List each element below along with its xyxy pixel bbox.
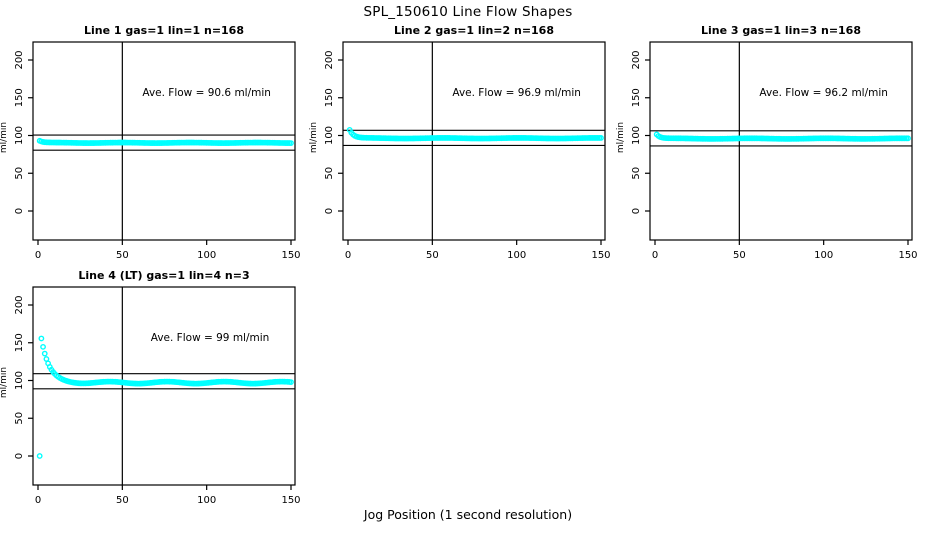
y-tick-label: 0 bbox=[631, 208, 642, 214]
x-tick-label: 0 bbox=[345, 250, 351, 261]
y-tick-label: 50 bbox=[14, 412, 25, 425]
y-tick-label: 0 bbox=[14, 453, 25, 459]
y-tick-label: 150 bbox=[631, 88, 642, 107]
x-tick-label: 150 bbox=[281, 495, 300, 506]
x-tick-label: 0 bbox=[35, 250, 41, 261]
x-tick-label: 50 bbox=[426, 250, 439, 261]
y-axis-unit-label: ml/min bbox=[0, 367, 9, 398]
ave-flow-annotation: Ave. Flow = 99 ml/min bbox=[151, 332, 270, 344]
y-tick-label: 100 bbox=[14, 126, 25, 145]
y-tick-label: 150 bbox=[14, 333, 25, 352]
subplot-title: Line 1 gas=1 lin=1 n=168 bbox=[84, 24, 244, 37]
y-tick-label: 100 bbox=[631, 126, 642, 145]
subplot-line3: 0 50 100 150 0 50 100 150 200 ml/min Line 3 gas=1 … bbox=[616, 24, 918, 261]
y-tick-label: 0 bbox=[324, 208, 335, 214]
y-tick-label: 50 bbox=[324, 167, 335, 180]
y-tick-label: 150 bbox=[324, 88, 335, 107]
subplot-title: Line 2 gas=1 lin=2 n=168 bbox=[394, 24, 554, 37]
data-point bbox=[38, 335, 45, 342]
data-point bbox=[598, 135, 604, 141]
data-point bbox=[36, 453, 43, 459]
x-tick-label: 100 bbox=[197, 495, 216, 506]
y-tick-label: 100 bbox=[14, 371, 25, 390]
y-axis-unit-label: ml/min bbox=[616, 122, 626, 153]
x-tick-label: 100 bbox=[507, 250, 526, 261]
x-tick-label: 150 bbox=[898, 250, 917, 261]
y-tick-label: 0 bbox=[14, 208, 25, 214]
y-tick-label: 150 bbox=[14, 88, 25, 107]
x-tick-label: 50 bbox=[733, 250, 746, 261]
plot-box bbox=[32, 41, 296, 241]
x-tick-label: 150 bbox=[591, 250, 610, 261]
data-point bbox=[40, 343, 46, 350]
plot-box bbox=[32, 286, 296, 486]
subplot-line2: 0 50 100 150 0 50 100 150 200 ml/min Line 2 gas=1 … bbox=[309, 24, 611, 261]
y-tick-label: 200 bbox=[631, 50, 642, 69]
x-axis-label: Jog Position (1 second resolution) bbox=[363, 507, 573, 522]
y-tick-label: 50 bbox=[631, 167, 642, 180]
data-point bbox=[905, 135, 911, 142]
data-point bbox=[288, 140, 294, 146]
data-point bbox=[288, 379, 294, 385]
plot-box bbox=[342, 41, 606, 241]
subplot-line1: 0 50 100 150 0 50 100 150 200 ml/min Line 1 gas=1 … bbox=[0, 24, 301, 261]
page-title: SPL_150610 Line Flow Shapes bbox=[363, 4, 573, 20]
x-tick-label: 0 bbox=[652, 250, 658, 261]
x-tick-label: 150 bbox=[281, 250, 300, 261]
data-point bbox=[41, 350, 48, 357]
plot-box bbox=[649, 41, 913, 241]
x-tick-label: 100 bbox=[197, 250, 216, 261]
x-tick-label: 0 bbox=[35, 495, 41, 506]
subplot-line4: 0 50 100 150 0 50 100 150 200 ml/min Line 4 (LT) g… bbox=[0, 269, 301, 506]
subplot-title: Line 3 gas=1 lin=3 n=168 bbox=[701, 24, 861, 37]
y-tick-label: 50 bbox=[14, 167, 25, 180]
y-axis-unit-label: ml/min bbox=[0, 122, 9, 153]
y-tick-label: 200 bbox=[14, 50, 25, 69]
x-tick-label: 50 bbox=[116, 250, 129, 261]
ave-flow-annotation: Ave. Flow = 96.2 ml/min bbox=[759, 87, 888, 99]
y-tick-label: 200 bbox=[14, 295, 25, 314]
x-tick-label: 100 bbox=[814, 250, 833, 261]
y-tick-label: 200 bbox=[324, 50, 335, 69]
x-tick-label: 50 bbox=[116, 495, 129, 506]
y-tick-label: 100 bbox=[324, 126, 335, 145]
ave-flow-annotation: Ave. Flow = 90.6 ml/min bbox=[142, 87, 271, 99]
y-axis-unit-label: ml/min bbox=[309, 122, 319, 153]
ave-flow-annotation: Ave. Flow = 96.9 ml/min bbox=[452, 87, 581, 99]
subplot-title: Line 4 (LT) gas=1 lin=4 n=3 bbox=[78, 269, 249, 282]
